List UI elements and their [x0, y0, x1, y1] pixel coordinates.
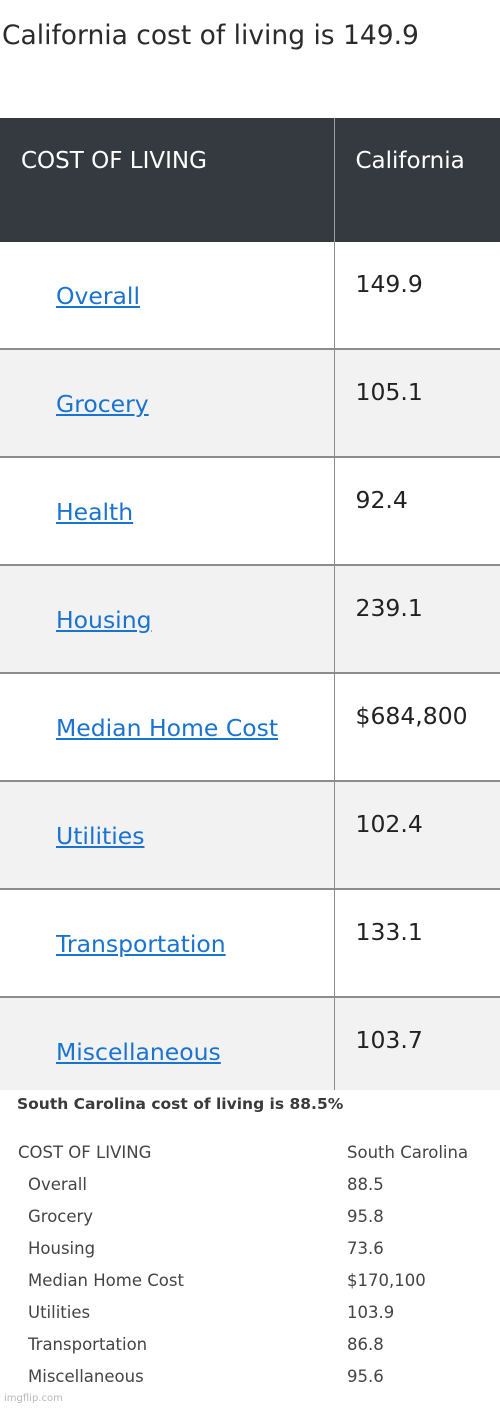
column-header-label: COST OF LIVING: [21, 148, 207, 174]
sc-grocery-value: 95.8: [347, 1207, 384, 1226]
row-value-cell: 239.1: [334, 565, 500, 674]
miscellaneous-value: 103.7: [355, 1026, 423, 1054]
transportation-value: 133.1: [355, 918, 423, 946]
overall-value: 149.9: [355, 270, 423, 298]
row-value-cell: 103.7: [334, 997, 500, 1102]
row-label-cell: Grocery: [0, 349, 335, 458]
table-row: Utilities 102.4: [0, 781, 500, 890]
table-header-row: COST OF LIVING California: [0, 118, 500, 242]
housing-link[interactable]: Housing: [56, 606, 152, 634]
california-title: California cost of living is 149.9: [2, 20, 419, 51]
sc-utilities-value: 103.9: [347, 1303, 395, 1322]
table-row: Grocery 105.1: [0, 349, 500, 458]
median-home-cost-value: $684,800: [355, 702, 468, 730]
table-row: Housing 239.1: [0, 565, 500, 674]
grocery-link[interactable]: Grocery: [56, 390, 149, 418]
sc-miscellaneous-value: 95.6: [347, 1367, 384, 1386]
sc-housing-label: Housing: [28, 1239, 96, 1258]
row-label-cell: Housing: [0, 565, 335, 674]
overall-link[interactable]: Overall: [56, 282, 140, 310]
utilities-link[interactable]: Utilities: [56, 822, 145, 850]
sc-miscellaneous-label: Miscellaneous: [28, 1367, 144, 1386]
health-value: 92.4: [355, 486, 408, 514]
table-row: Overall 149.9: [0, 242, 500, 350]
row-label-cell: Transportation: [0, 889, 335, 998]
sc-column-header-south-carolina: South Carolina: [347, 1143, 469, 1162]
column-header-cost-of-living: COST OF LIVING: [0, 118, 335, 242]
sc-overall-label: Overall: [28, 1175, 87, 1194]
transportation-link[interactable]: Transportation: [56, 930, 226, 958]
row-label-cell: Miscellaneous: [0, 997, 335, 1102]
health-link[interactable]: Health: [56, 498, 134, 526]
row-value-cell: 102.4: [334, 781, 500, 890]
row-label-cell: Health: [0, 457, 335, 566]
utilities-value: 102.4: [355, 810, 423, 838]
sc-utilities-label: Utilities: [28, 1303, 91, 1322]
row-value-cell: 133.1: [334, 889, 500, 998]
table-row: Health 92.4: [0, 457, 500, 566]
row-label-cell: Overall: [0, 242, 335, 350]
sc-median-home-cost-label: Median Home Cost: [28, 1271, 184, 1290]
sc-median-home-cost-value: $170,100: [347, 1271, 426, 1290]
column-header-label: California: [355, 148, 465, 174]
sc-grocery-label: Grocery: [28, 1207, 94, 1226]
table-row: Transportation 133.1: [0, 889, 500, 998]
sc-transportation-label: Transportation: [28, 1335, 148, 1354]
south-carolina-title: South Carolina cost of living is 88.5%: [17, 1095, 344, 1113]
south-carolina-section: South Carolina cost of living is 88.5% C…: [0, 1090, 500, 1408]
sc-overall-value: 88.5: [347, 1175, 384, 1194]
median-home-cost-link[interactable]: Median Home Cost: [56, 714, 279, 742]
row-label-cell: Utilities: [0, 781, 335, 890]
sc-column-header-cost-of-living: COST OF LIVING: [18, 1143, 152, 1162]
imgflip-watermark: imgflip.com: [4, 1393, 63, 1404]
row-value-cell: 92.4: [334, 457, 500, 566]
row-value-cell: 105.1: [334, 349, 500, 458]
table-row: Miscellaneous 103.7: [0, 997, 500, 1102]
sc-transportation-value: 86.8: [347, 1335, 384, 1354]
grocery-value: 105.1: [355, 378, 423, 406]
row-label-cell: Median Home Cost: [0, 673, 335, 782]
row-value-cell: $684,800: [334, 673, 500, 782]
sc-housing-value: 73.6: [347, 1239, 384, 1258]
california-cost-table: COST OF LIVING California Overall 149.9 …: [0, 118, 500, 1102]
table-row: Median Home Cost $684,800: [0, 673, 500, 782]
miscellaneous-link[interactable]: Miscellaneous: [56, 1038, 221, 1066]
row-value-cell: 149.9: [334, 242, 500, 350]
column-header-california: California: [334, 118, 500, 242]
housing-value: 239.1: [355, 594, 423, 622]
